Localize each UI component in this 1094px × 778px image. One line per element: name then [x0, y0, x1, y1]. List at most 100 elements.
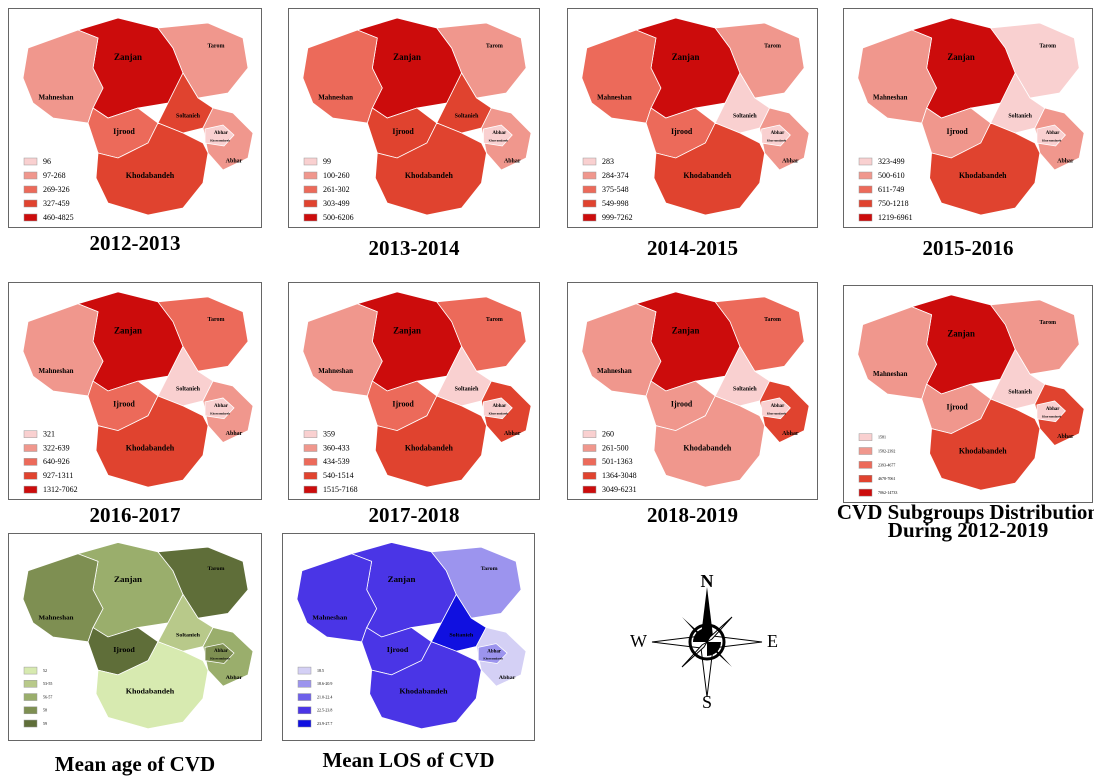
- region-label: Tarom: [764, 43, 781, 49]
- region: [989, 22, 1080, 99]
- legend-swatch: [23, 430, 38, 438]
- region-label: Tarom: [1039, 320, 1056, 326]
- region-label: Mahneshan: [873, 371, 908, 378]
- region-label: Abhar: [226, 431, 243, 437]
- map-panel: Zanjan Tarom Mahneshan Soltanieh Ijrood Abhar…: [567, 282, 818, 500]
- region-label: Ijrood: [671, 127, 693, 136]
- region-label: Zanjan: [114, 52, 142, 62]
- legend-swatch: [23, 444, 38, 452]
- compass-south: S: [702, 692, 712, 712]
- legend-swatch: [858, 433, 873, 441]
- region-label: Zanjan: [672, 326, 700, 336]
- region: [989, 299, 1080, 375]
- region-label: Tarom: [486, 43, 503, 49]
- region-label: Abhar: [771, 404, 786, 409]
- region-label: Abhar: [1046, 407, 1060, 412]
- region-label: Khorramdareh: [1042, 414, 1062, 418]
- region: [477, 643, 508, 664]
- region-label: Khodabandeh: [683, 443, 731, 452]
- region-label: Zanjan: [393, 326, 421, 336]
- legend-label: 52: [43, 668, 47, 673]
- region-label: Khorramdareh: [767, 411, 787, 415]
- region-label: Zanjan: [947, 52, 975, 62]
- legend-swatch: [582, 185, 597, 194]
- legend-swatch: [23, 693, 38, 701]
- region-label: Soltanieh: [1008, 389, 1032, 395]
- legend-label: 59: [43, 721, 47, 726]
- region-label: Khorramdareh: [767, 139, 787, 143]
- legend-swatch: [23, 472, 38, 480]
- region-label: Abhar: [499, 675, 516, 681]
- map-panel: Zanjan Tarom Mahneshan Soltanieh Ijrood Abhar…: [567, 8, 818, 228]
- legend-label: 3049-6231: [602, 485, 637, 494]
- map: Zanjan Tarom Mahneshan Soltanieh Ijrood Abhar…: [857, 294, 1085, 491]
- legend-label: 261-500: [602, 443, 629, 452]
- legend-swatch: [297, 666, 312, 675]
- region-label: Ijrood: [113, 645, 135, 654]
- legend-label: 322-639: [43, 443, 70, 452]
- legend-swatch: [858, 488, 873, 497]
- region-label: Abhar: [782, 158, 799, 164]
- legend-swatch: [858, 171, 873, 180]
- region-label: Khodabandeh: [126, 443, 175, 452]
- region-label: Abhar: [492, 131, 507, 136]
- legend-label: 7062-14733: [878, 490, 897, 495]
- legend-label: 1364-3048: [602, 471, 637, 480]
- legend-swatch: [858, 199, 873, 208]
- legend-label: 500-6206: [323, 213, 354, 222]
- region-label: Soltanieh: [176, 386, 201, 392]
- region: [483, 124, 513, 147]
- legend-swatch: [303, 199, 318, 208]
- region-label: Zanjan: [114, 326, 142, 336]
- legend-label: 1581: [878, 435, 886, 440]
- legend-label: 750-1218: [878, 199, 909, 208]
- legend-swatch: [303, 171, 318, 180]
- legend-label: 500-610: [878, 171, 905, 180]
- region-label: Tarom: [208, 317, 225, 323]
- region-label: Soltanieh: [733, 386, 757, 392]
- region-label: Tarom: [764, 317, 781, 323]
- region: [436, 296, 527, 372]
- legend-swatch: [23, 706, 38, 715]
- region-label: Abhar: [1057, 434, 1074, 440]
- region: [374, 122, 487, 216]
- legend-label: 640-926: [43, 457, 70, 466]
- map-panel: Zanjan Tarom Mahneshan Soltanieh Ijrood Abhar…: [8, 533, 262, 741]
- region-label: Ijrood: [113, 127, 135, 136]
- legend-label: 323-499: [878, 157, 905, 166]
- region-label: Zanjan: [947, 329, 975, 339]
- legend-label: 283: [602, 157, 614, 166]
- region-label: Abhar: [487, 649, 502, 654]
- legend-label: 501-1363: [602, 457, 633, 466]
- map-panel: Zanjan Tarom Mahneshan Soltanieh Ijrood Abhar…: [8, 282, 262, 500]
- region-label: Khodabandeh: [959, 446, 1007, 455]
- map: Zanjan Tarom Mahneshan Soltanieh Ijrood Abhar…: [22, 542, 254, 730]
- region-label: Tarom: [486, 317, 503, 323]
- legend-label: 360-433: [323, 443, 350, 452]
- legend-swatch: [582, 485, 597, 494]
- legend-swatch: [23, 719, 38, 728]
- map-panel: Zanjan Tarom Mahneshan Soltanieh Ijrood Abhar…: [843, 285, 1093, 503]
- legend-swatch: [23, 485, 38, 494]
- region: [1036, 400, 1066, 423]
- compass-west: W: [630, 631, 647, 651]
- region: [204, 124, 235, 147]
- legend-label: 53-55: [43, 681, 52, 686]
- legend-swatch: [582, 444, 597, 452]
- legend-label: 1219-6961: [878, 213, 913, 222]
- map: Zanjan Tarom Mahneshan Soltanieh Ijrood Abhar…: [296, 542, 527, 730]
- legend-swatch: [303, 430, 318, 438]
- region-label: Khorramdareh: [489, 139, 509, 143]
- legend-label: 321: [43, 429, 55, 438]
- region-label: Abhar: [1046, 131, 1060, 136]
- legend-swatch: [297, 680, 312, 688]
- legend-swatch: [303, 213, 318, 222]
- legend-swatch: [858, 447, 873, 455]
- map-caption: 2016-2017: [90, 503, 181, 527]
- legend-label: 549-998: [602, 199, 629, 208]
- region-label: Soltanieh: [455, 386, 479, 392]
- region-label: Mahneshan: [873, 94, 908, 102]
- region-label: Khodabandeh: [405, 443, 454, 452]
- region-label: Khodabandeh: [405, 171, 454, 180]
- legend-label: 23.9-27.7: [317, 721, 332, 726]
